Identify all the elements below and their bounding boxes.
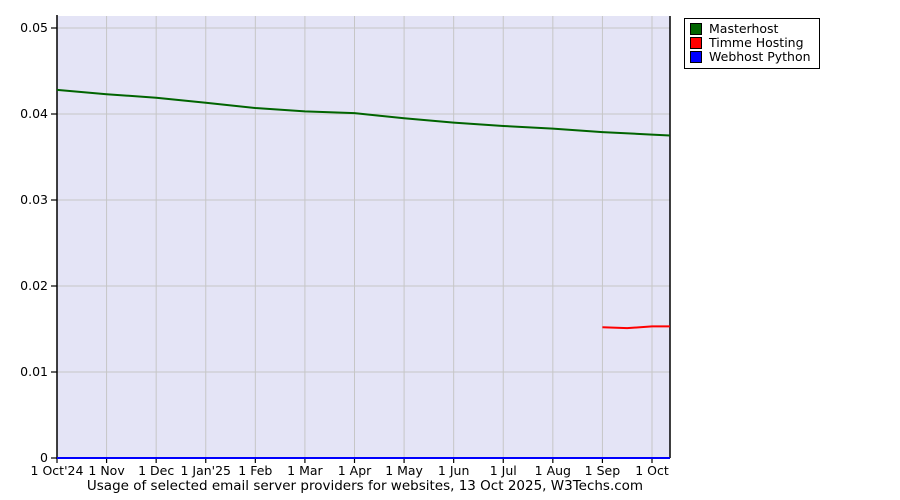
y-tick-label: 0.03 bbox=[20, 192, 48, 207]
plot-background bbox=[57, 16, 670, 458]
y-tick-label: 0.05 bbox=[20, 20, 48, 35]
webhost-python-swatch-icon bbox=[690, 51, 702, 63]
y-tick-label: 0.01 bbox=[20, 364, 48, 379]
timme-hosting-swatch-icon bbox=[690, 37, 702, 49]
legend-item-masterhost: Masterhost bbox=[690, 22, 811, 36]
y-tick-label: 0 bbox=[40, 450, 48, 465]
legend-label-timme-hosting: Timme Hosting bbox=[709, 35, 804, 50]
legend-label-masterhost: Masterhost bbox=[709, 21, 779, 36]
chart-title: Usage of selected email server providers… bbox=[86, 478, 644, 494]
x-tick-label: 1 Feb bbox=[238, 463, 272, 478]
legend-item-webhost-python: Webhost Python bbox=[690, 50, 811, 64]
x-tick-label: 1 May bbox=[385, 463, 423, 478]
x-tick-label: 1 Mar bbox=[287, 463, 323, 478]
x-tick-label: 1 Sep bbox=[585, 463, 621, 478]
x-tick-label: 1 Nov bbox=[88, 463, 125, 478]
y-tick-label: 0.02 bbox=[20, 278, 48, 293]
x-tick-label: 1 Oct bbox=[635, 463, 669, 478]
x-tick-label: 1 Apr bbox=[338, 463, 372, 478]
x-tick-label: 1 Aug bbox=[535, 463, 571, 478]
masterhost-line bbox=[56, 88, 670, 137]
timme-hosting-line bbox=[602, 325, 670, 330]
legend-item-timme-hosting: Timme Hosting bbox=[690, 36, 811, 50]
masterhost-swatch-icon bbox=[690, 23, 702, 35]
x-tick-label: 1 Oct'24 bbox=[31, 463, 84, 478]
y-tick-label: 0.04 bbox=[20, 106, 48, 121]
x-tick-label: 1 Jan'25 bbox=[180, 463, 231, 478]
legend-label-webhost-python: Webhost Python bbox=[709, 49, 811, 64]
x-tick-label: 1 Jul bbox=[490, 463, 517, 478]
legend-box: Masterhost Timme Hosting Webhost Python bbox=[684, 18, 820, 69]
x-tick-label: 1 Jun bbox=[438, 463, 469, 478]
x-tick-label: 1 Dec bbox=[138, 463, 174, 478]
